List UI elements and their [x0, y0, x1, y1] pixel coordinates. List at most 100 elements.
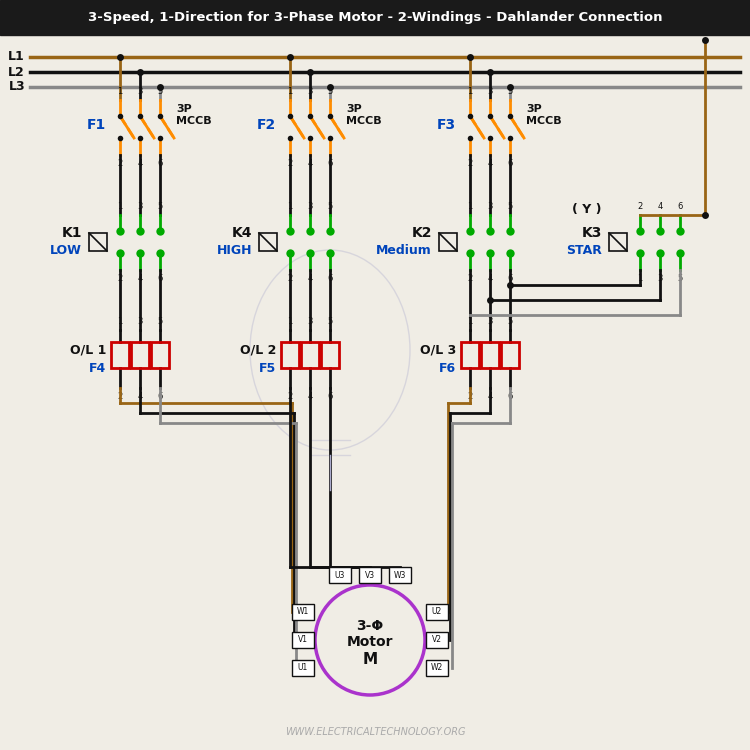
Text: 4: 4	[657, 202, 663, 211]
Text: 3: 3	[308, 87, 313, 96]
Text: 3: 3	[308, 202, 313, 211]
Text: ( Y ): ( Y )	[572, 203, 602, 217]
Bar	[329, 567, 351, 583]
Bar	[321, 342, 339, 368]
Text: 5: 5	[507, 202, 513, 211]
Text: F5: F5	[259, 362, 276, 374]
Bar	[359, 567, 381, 583]
Text: 3P
MCCB: 3P MCCB	[176, 104, 212, 126]
Bar	[426, 632, 448, 648]
Text: 1: 1	[287, 87, 292, 96]
Text: 4: 4	[308, 274, 313, 283]
Text: 3: 3	[488, 87, 493, 96]
Text: 5: 5	[327, 202, 333, 211]
Text: K3: K3	[582, 226, 602, 240]
Text: F2: F2	[256, 118, 276, 132]
Text: LOW: LOW	[50, 244, 82, 257]
Text: 2: 2	[117, 274, 123, 283]
Text: 3P
MCCB: 3P MCCB	[346, 104, 382, 126]
Text: 3: 3	[308, 317, 313, 326]
Text: 5: 5	[677, 274, 682, 283]
Text: 1: 1	[117, 87, 123, 96]
Text: O/L 3: O/L 3	[420, 344, 456, 356]
Text: L1: L1	[8, 50, 25, 64]
Text: 4: 4	[488, 274, 493, 283]
Text: 3: 3	[488, 202, 493, 211]
Bar	[301, 342, 319, 368]
Text: WWW.ELECTRICALTECHNOLOGY.ORG: WWW.ELECTRICALTECHNOLOGY.ORG	[285, 727, 465, 737]
Text: 3: 3	[137, 202, 142, 211]
Text: 1: 1	[467, 202, 472, 211]
Text: V3: V3	[365, 571, 375, 580]
Text: 5: 5	[158, 202, 163, 211]
Text: 1: 1	[467, 87, 472, 96]
Bar	[111, 342, 129, 368]
Text: 5: 5	[158, 87, 163, 96]
Text: 3: 3	[488, 317, 493, 326]
Text: 4: 4	[488, 392, 493, 401]
Text: Motor: Motor	[346, 635, 393, 649]
Bar	[89, 233, 107, 251]
Bar	[439, 233, 457, 251]
Text: 1: 1	[117, 317, 123, 326]
Text: 4: 4	[137, 159, 142, 168]
Text: 5: 5	[327, 87, 333, 96]
Bar	[259, 233, 277, 251]
Text: U3: U3	[334, 571, 345, 580]
Text: STAR: STAR	[566, 244, 602, 257]
Text: 1: 1	[467, 317, 472, 326]
Text: 4: 4	[137, 392, 142, 401]
Text: 6: 6	[158, 159, 163, 168]
Text: 6: 6	[507, 159, 513, 168]
Text: L3: L3	[8, 80, 25, 94]
Bar	[151, 342, 169, 368]
Text: 3: 3	[657, 274, 663, 283]
Bar	[281, 342, 299, 368]
Text: 6: 6	[507, 274, 513, 283]
Text: 1: 1	[117, 202, 123, 211]
Text: W1: W1	[297, 608, 309, 616]
Text: 4: 4	[488, 159, 493, 168]
Text: K1: K1	[62, 226, 82, 240]
Text: 4: 4	[308, 392, 313, 401]
Text: V1: V1	[298, 635, 308, 644]
Text: O/L 1: O/L 1	[70, 344, 106, 356]
Text: U2: U2	[432, 608, 442, 616]
Text: U1: U1	[298, 664, 308, 673]
Text: HIGH: HIGH	[217, 244, 252, 257]
Text: Medium: Medium	[376, 244, 432, 257]
Text: F6: F6	[439, 362, 456, 374]
Bar	[461, 342, 479, 368]
Text: W3: W3	[394, 571, 406, 580]
Text: M: M	[362, 652, 377, 667]
Bar	[609, 233, 627, 251]
Text: 6: 6	[327, 392, 333, 401]
Text: W2: W2	[430, 664, 443, 673]
Text: 6: 6	[158, 274, 163, 283]
Text: 3: 3	[137, 317, 142, 326]
Bar	[0, 0, 750, 35]
Text: K4: K4	[232, 226, 252, 240]
Bar	[131, 342, 149, 368]
Text: 4: 4	[137, 274, 142, 283]
Text: 5: 5	[507, 87, 513, 96]
Text: 2: 2	[117, 392, 123, 401]
Text: 6: 6	[327, 159, 333, 168]
Text: L2: L2	[8, 65, 25, 79]
Text: 2: 2	[287, 159, 292, 168]
Text: 2: 2	[287, 274, 292, 283]
Text: F1: F1	[87, 118, 106, 132]
Text: 3P
MCCB: 3P MCCB	[526, 104, 562, 126]
Text: 2: 2	[467, 159, 472, 168]
Text: 2: 2	[467, 392, 472, 401]
Text: 6: 6	[507, 392, 513, 401]
Bar	[292, 632, 314, 648]
Bar	[501, 342, 519, 368]
Text: 2: 2	[638, 202, 643, 211]
Text: 3: 3	[137, 87, 142, 96]
Text: 1: 1	[287, 317, 292, 326]
Bar	[389, 567, 411, 583]
Text: F3: F3	[436, 118, 456, 132]
Text: V2: V2	[432, 635, 442, 644]
Text: F4: F4	[88, 362, 106, 374]
